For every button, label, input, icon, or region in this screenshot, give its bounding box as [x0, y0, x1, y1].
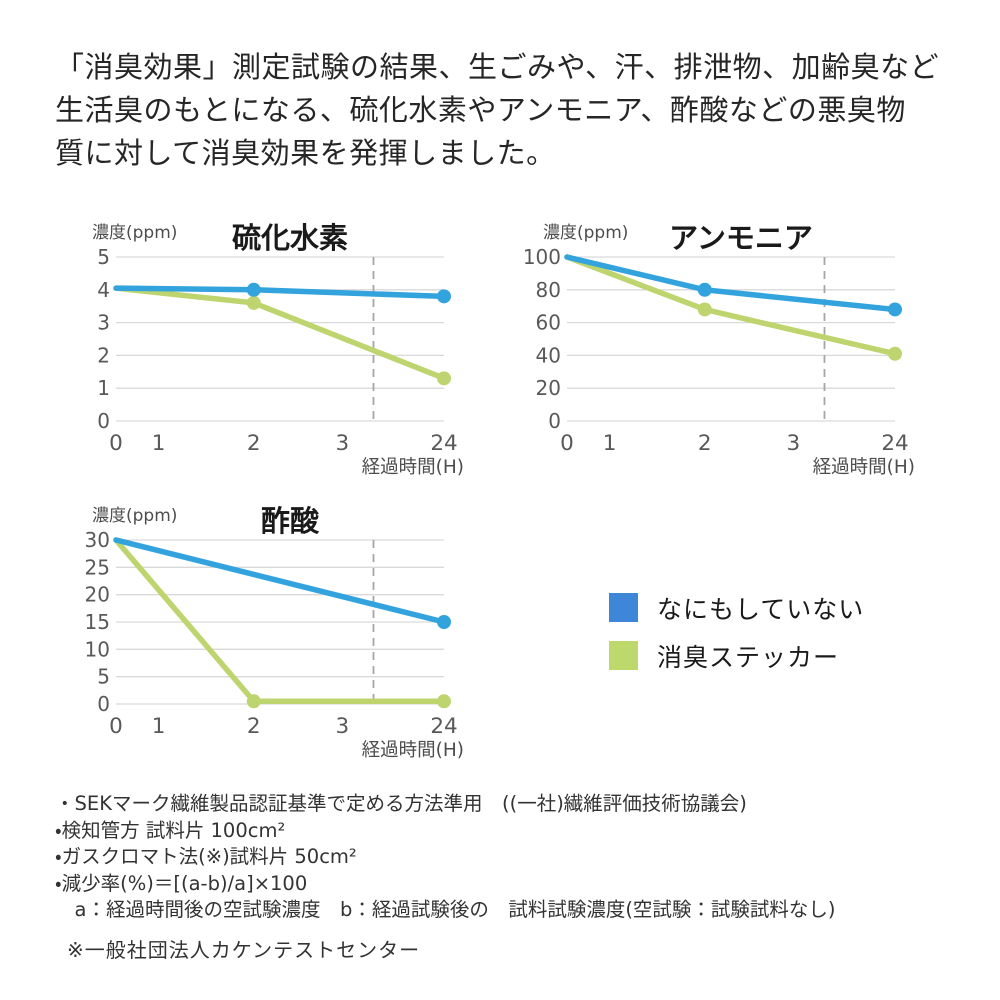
svg-text:40: 40	[536, 343, 561, 367]
svg-text:酢酸: 酢酸	[261, 504, 320, 538]
svg-text:100: 100	[523, 245, 561, 269]
svg-text:0: 0	[97, 409, 110, 433]
svg-text:1: 1	[152, 431, 166, 456]
note-line-sek: ・SEKマーク繊維製品認証基準で定める方法準用 ((一社)繊維評価技術協議会)	[55, 792, 747, 815]
svg-text:80: 80	[536, 278, 561, 302]
note-line-reduction-formula: ・減少率(%)＝[(a-b)/a]×100	[55, 871, 308, 895]
svg-text:硫化水素: 硫化水素	[232, 221, 348, 255]
svg-text:10: 10	[85, 637, 110, 661]
svg-text:15: 15	[85, 610, 110, 634]
legend-label-untreated: なにもしていない	[657, 594, 865, 624]
svg-text:1: 1	[152, 714, 166, 739]
svg-text:2: 2	[247, 714, 261, 739]
svg-text:1: 1	[97, 376, 110, 400]
svg-text:0: 0	[560, 431, 574, 456]
svg-text:3: 3	[335, 431, 349, 456]
svg-text:0: 0	[548, 409, 561, 433]
note-line-gas-chromatography: ・ガスクロマト法(※)試料片 50cm²	[55, 845, 357, 868]
note-line-formula-definitions: a：経過時間後の空試験濃度 b：経過試験後の 試料試験濃度(空試験：試験試料なし…	[55, 898, 836, 921]
svg-text:3: 3	[97, 311, 110, 335]
legend-item-deodorant-sticker: 消臭ステッカー	[609, 641, 864, 672]
svg-text:アンモニア: アンモニア	[669, 221, 813, 255]
svg-text:20: 20	[85, 583, 110, 607]
svg-text:24: 24	[881, 431, 908, 456]
svg-text:濃度(ppm): 濃度(ppm)	[543, 223, 628, 243]
svg-text:2: 2	[698, 431, 712, 456]
svg-text:経過時間(H): 経過時間(H)	[362, 740, 464, 761]
chart-ammonia: 0 20 40 60 80 100 0 1 2 3 24 濃度(ppm) アンモニア経過時間(H)	[523, 212, 923, 480]
legend-swatch-blue	[609, 593, 638, 622]
svg-text:5: 5	[97, 245, 110, 269]
legend-label-deodorant-sticker: 消臭ステッカー	[657, 642, 840, 672]
svg-text:0: 0	[109, 714, 123, 739]
legend-item-untreated: なにもしていない	[609, 593, 864, 624]
svg-text:3: 3	[786, 431, 800, 456]
svg-text:経過時間(H): 経過時間(H)	[362, 457, 464, 478]
svg-text:24: 24	[430, 431, 457, 456]
svg-text:2: 2	[97, 343, 110, 367]
svg-text:60: 60	[536, 311, 561, 335]
svg-text:濃度(ppm): 濃度(ppm)	[92, 223, 177, 243]
svg-text:0: 0	[109, 431, 123, 456]
svg-text:3: 3	[335, 714, 349, 739]
svg-text:1: 1	[603, 431, 617, 456]
testing-center-note: ※一般社団法人カケンテストセンター	[67, 938, 421, 962]
svg-text:24: 24	[430, 714, 457, 739]
test-method-notes: ・SEKマーク繊維製品認証基準で定める方法準用 ((一社)繊維評価技術協議会) …	[55, 791, 975, 924]
legend: なにもしていない 消臭ステッカー	[609, 593, 864, 689]
note-line-detector-tube: ・検知管方 試料片 100cm²	[55, 818, 286, 842]
svg-text:5: 5	[97, 665, 110, 689]
svg-text:30: 30	[85, 528, 110, 552]
svg-text:20: 20	[536, 376, 561, 400]
svg-text:0: 0	[97, 692, 110, 716]
svg-text:4: 4	[97, 278, 110, 302]
legend-swatch-green	[609, 641, 638, 670]
svg-text:25: 25	[85, 555, 110, 579]
chart-acetic-acid: 0 5 10 15 20 25 30 0 1 2 3 24 濃度(ppm) 酢酸経過時間(H)	[72, 495, 472, 763]
svg-text:2: 2	[247, 431, 261, 456]
chart-hydrogen-sulfide: 0 1 2 3 4 5 0 1 2 3 24 濃度(ppm) 硫化水素経過時間(H)	[72, 212, 472, 480]
svg-text:経過時間(H): 経過時間(H)	[813, 457, 915, 478]
intro-text: 「消臭効果」測定試験の結果、生ごみや、汗、排泄物、加齢臭など 生活臭のもとになる…	[55, 50, 940, 170]
svg-text:濃度(ppm): 濃度(ppm)	[92, 506, 177, 526]
